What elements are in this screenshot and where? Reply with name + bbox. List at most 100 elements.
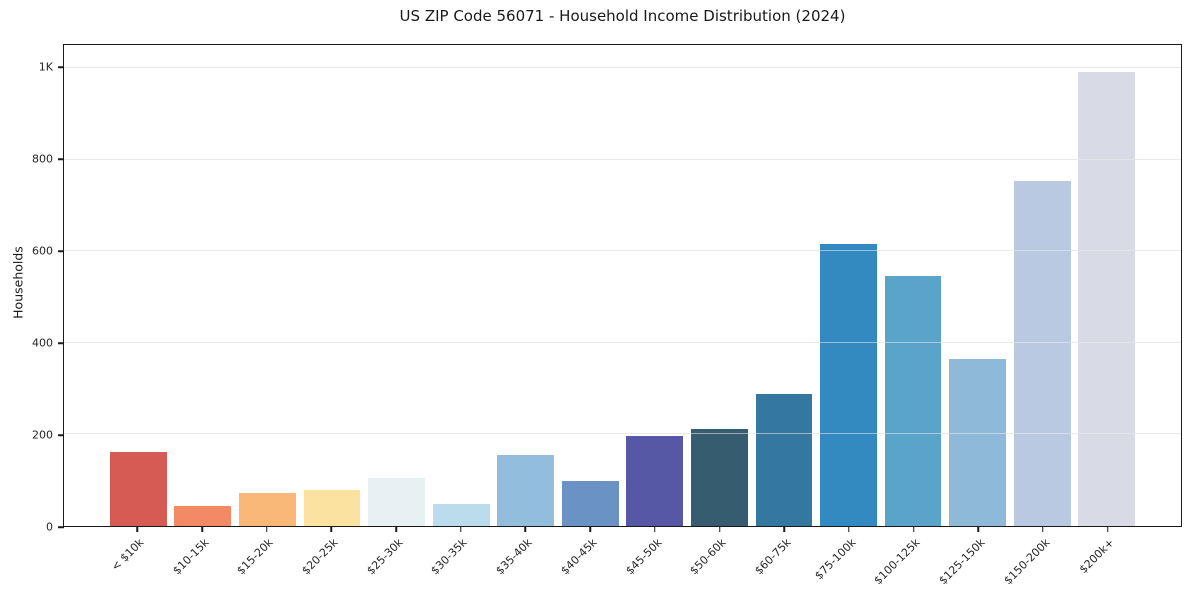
x-tick-label: $25-30k — [364, 536, 406, 578]
bar-< $10k — [109, 451, 167, 526]
x-tick-mark — [718, 527, 721, 532]
y-tick-mark — [58, 526, 64, 528]
y-tick-mark — [58, 250, 64, 252]
x-tick: $45-50k — [623, 527, 688, 589]
x-tick: $75-100k — [812, 527, 882, 589]
bar-$25-30k — [368, 477, 425, 526]
x-tick-mark — [848, 527, 850, 532]
x-tick-mark — [136, 527, 139, 532]
y-tick-mark — [58, 66, 64, 68]
gridline-200 — [64, 433, 1181, 435]
x-tick-mark — [330, 527, 333, 532]
x-tick-mark — [783, 527, 785, 532]
bar-slot — [493, 45, 558, 526]
x-tick-mark — [1106, 527, 1109, 532]
bar-slot — [364, 45, 429, 526]
gridline-800 — [64, 158, 1181, 160]
x-tick-mark — [912, 527, 915, 532]
x-tick: $20-25k — [299, 527, 364, 589]
gridline-400 — [64, 341, 1181, 343]
y-tick-label: 0 — [46, 520, 53, 534]
y-tick-label: 1K — [38, 60, 53, 74]
bar-slot — [752, 45, 817, 526]
x-tick-label: $50-60k — [687, 536, 729, 578]
x-tick-mark — [977, 527, 980, 532]
bar-$60-75k — [755, 393, 813, 526]
x-tick-mark — [460, 527, 462, 532]
x-tick-label: $10-15k — [169, 536, 212, 578]
bar-slot — [235, 45, 300, 526]
y-tick-label: 800 — [32, 152, 53, 166]
bar-slot — [945, 45, 1010, 526]
bar-slot — [1074, 45, 1139, 526]
bar-$10-15k — [174, 506, 232, 526]
x-tick: $60-75k — [752, 527, 817, 589]
gridline-600 — [64, 250, 1181, 252]
x-tick: $200k+ — [1075, 527, 1140, 589]
x-tick-mark — [589, 527, 591, 532]
x-tick-label: $60-75k — [752, 536, 794, 578]
bar-slot — [1010, 45, 1075, 526]
x-tick: $125-150k — [936, 527, 1011, 589]
x-tick-label: $35-40k — [493, 536, 535, 578]
x-tick: < $10k — [105, 527, 170, 589]
plot-area — [63, 44, 1182, 527]
y-tick-mark — [58, 158, 64, 160]
chart-title: US ZIP Code 56071 - Household Income Dis… — [399, 7, 846, 25]
bar-$200k+ — [1078, 72, 1136, 526]
x-tick-label: < $10k — [108, 536, 147, 574]
bar-$20-25k — [303, 489, 361, 526]
x-tick-mark — [654, 527, 656, 532]
x-tick-label: $15-20k — [234, 536, 276, 578]
x-tick: $30-35k — [428, 527, 493, 589]
x-tick: $15-20k — [234, 527, 299, 589]
x-tick-label: $30-35k — [428, 536, 470, 578]
bar-$50-60k — [690, 428, 748, 526]
x-tick-mark — [265, 527, 268, 532]
y-axis-ticks: 0 200 400 600 800 1K — [0, 44, 64, 534]
x-tick: $40-45k — [558, 527, 623, 589]
x-tick-mark — [524, 527, 527, 532]
bar-slot — [171, 45, 236, 526]
x-tick-mark — [201, 527, 203, 532]
bar-$40-45k — [561, 480, 619, 526]
bar-$15-20k — [239, 493, 296, 526]
y-tick-label: 600 — [32, 244, 53, 258]
x-tick-label: $200k+ — [1076, 536, 1117, 577]
x-tick: $10-15k — [170, 527, 235, 589]
x-tick: $150-200k — [1001, 527, 1076, 589]
x-tick-label: $75-100k — [811, 536, 859, 583]
y-tick-mark — [58, 342, 64, 344]
bar-$100-125k — [884, 276, 942, 526]
bar-slot — [300, 45, 365, 526]
bar-$75-100k — [820, 243, 877, 526]
bar-slot — [106, 45, 171, 526]
bar-$150-200k — [1013, 180, 1071, 526]
x-tick: $100-125k — [872, 527, 946, 589]
x-tick-mark — [395, 527, 397, 532]
bar-slot — [881, 45, 946, 526]
bar-slot — [816, 45, 881, 526]
y-tick-label: 200 — [32, 428, 53, 442]
x-tick-mark — [1042, 527, 1044, 532]
bar-series — [64, 45, 1181, 526]
x-tick: $50-60k — [687, 527, 752, 589]
x-tick: $25-30k — [364, 527, 429, 589]
x-axis-ticks: < $10k $10-15k $15-20k $20-25k $25-30k $30-35… — [63, 527, 1182, 589]
x-tick-label: $45-50k — [622, 536, 665, 578]
bar-$125-150k — [949, 359, 1006, 526]
bar-$35-40k — [497, 455, 555, 526]
bar-slot — [558, 45, 623, 526]
y-tick-mark — [58, 434, 64, 436]
x-tick: $35-40k — [493, 527, 558, 589]
gridline-1K — [64, 66, 1181, 68]
bar-$45-50k — [626, 436, 684, 526]
y-tick-label: 400 — [32, 336, 53, 350]
bar-$30-35k — [432, 503, 490, 526]
bar-slot — [623, 45, 688, 526]
bar-slot — [687, 45, 752, 526]
x-tick-label: $40-45k — [558, 536, 600, 578]
x-tick-label: $20-25k — [299, 536, 341, 578]
bar-slot — [429, 45, 494, 526]
